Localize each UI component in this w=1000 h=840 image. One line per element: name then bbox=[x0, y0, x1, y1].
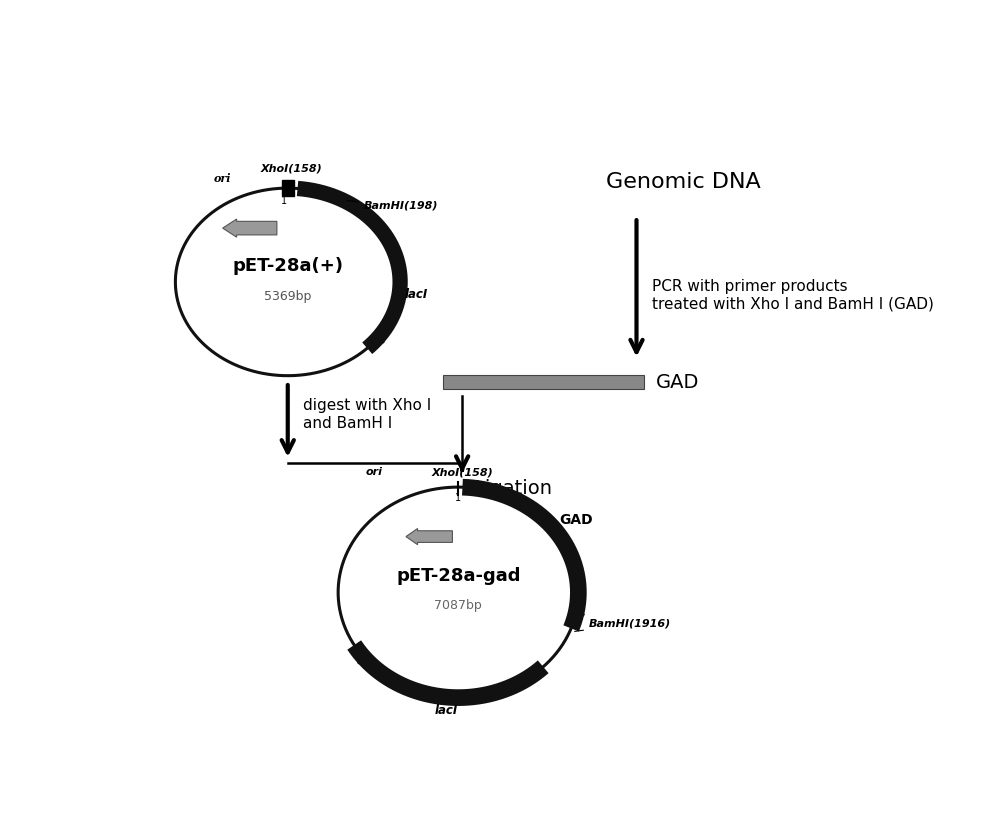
Text: Ligation: Ligation bbox=[474, 479, 552, 498]
Text: lacI: lacI bbox=[405, 288, 428, 302]
Text: ori: ori bbox=[214, 173, 232, 184]
Text: BamHI(198): BamHI(198) bbox=[347, 201, 438, 211]
Text: digest with Xho I
and BamH I: digest with Xho I and BamH I bbox=[303, 398, 432, 431]
Text: pET-28a(+): pET-28a(+) bbox=[232, 257, 343, 275]
Text: PCR with primer products
treated with Xho I and BamH I (GAD): PCR with primer products treated with Xh… bbox=[652, 279, 934, 311]
Text: XhoI(158): XhoI(158) bbox=[431, 467, 493, 477]
FancyArrow shape bbox=[223, 219, 277, 237]
Bar bbox=[282, 181, 294, 196]
Text: lacI: lacI bbox=[435, 704, 458, 717]
Text: 7087bp: 7087bp bbox=[434, 599, 482, 612]
Text: GAD: GAD bbox=[656, 373, 699, 391]
Text: BamHI(1916): BamHI(1916) bbox=[575, 618, 671, 632]
Text: pET-28a-gad: pET-28a-gad bbox=[396, 567, 520, 585]
Text: Genomic DNA: Genomic DNA bbox=[606, 171, 760, 192]
Text: 1: 1 bbox=[281, 197, 287, 207]
Text: 1: 1 bbox=[455, 493, 461, 503]
Text: ori: ori bbox=[365, 467, 382, 477]
Text: GAD: GAD bbox=[559, 513, 593, 528]
Text: 5369bp: 5369bp bbox=[264, 290, 311, 302]
Text: XhoI(158): XhoI(158) bbox=[261, 164, 322, 174]
FancyArrow shape bbox=[406, 528, 452, 544]
Bar bbox=[443, 375, 644, 389]
